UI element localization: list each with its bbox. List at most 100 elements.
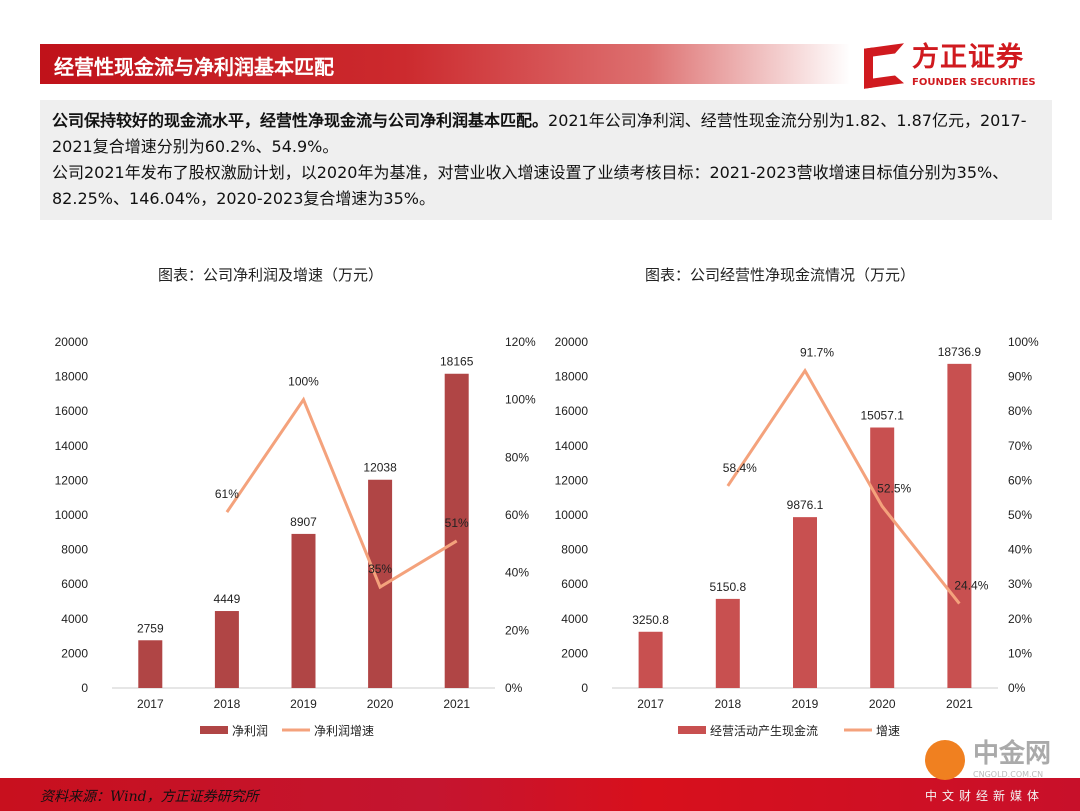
source-note: 资料来源：Wind，方正证券研究所 xyxy=(40,789,259,805)
logo-mark-icon xyxy=(864,43,904,89)
y-tick-label: 4000 xyxy=(561,612,588,626)
founder-logo: 方正证券 FOUNDER SECURITIES xyxy=(862,42,1042,90)
y2-tick-label: 100% xyxy=(505,393,536,407)
y-tick-label: 8000 xyxy=(561,543,588,557)
bar xyxy=(291,533,316,688)
bar xyxy=(214,611,239,688)
summary-box: 公司保持较好的现金流水平，经营性净现金流与公司净利润基本匹配。2021年公司净利… xyxy=(40,100,1052,220)
y2-tick-label: 40% xyxy=(1008,543,1032,557)
watermark-slogan: 中文财经新媒体 xyxy=(925,789,1045,803)
y-tick-label: 20000 xyxy=(555,335,589,349)
bar-label: 2759 xyxy=(137,621,164,635)
cashflow-chart: 0 2000 4000 6000 8000 10000 12000 14000 16000 180… xyxy=(555,335,1039,738)
legend-bar-swatch xyxy=(200,726,228,734)
y-tick-label: 20000 xyxy=(55,335,89,349)
y-tick-label: 2000 xyxy=(61,646,88,660)
section-title: 经营性现金流与净利润基本匹配 xyxy=(54,55,334,79)
line-label: 91.7% xyxy=(800,346,834,360)
legend-bar-label: 经营活动产生现金流 xyxy=(710,723,818,738)
bar xyxy=(638,631,663,688)
bar xyxy=(870,427,895,688)
line-label: 24.4% xyxy=(954,579,988,593)
x-tick-label: 2021 xyxy=(946,697,973,711)
bar-label: 9876.1 xyxy=(787,498,824,512)
summary-p1-rest: 2021年公司净利润、经营性现金流分别为1.82、1.87亿元，2017-202… xyxy=(52,111,1027,156)
logo-cn: 方正证券 xyxy=(912,42,1024,73)
x-tick-label: 2017 xyxy=(637,697,664,711)
watermark-logo-icon xyxy=(925,740,965,780)
bar-label: 5150.8 xyxy=(709,580,746,594)
x-tick-label: 2021 xyxy=(443,697,470,711)
y-tick-label: 18000 xyxy=(555,370,589,384)
watermark: 中金网 CNGOLD.COM.CN 中文财经新媒体 xyxy=(925,740,1075,810)
chart2-title: 图表：公司经营性净现金流情况（万元） xyxy=(645,266,916,284)
bar xyxy=(947,363,972,688)
bar-label: 3250.8 xyxy=(632,613,669,627)
y2-tick-label: 60% xyxy=(1008,473,1032,487)
x-tick-label: 2020 xyxy=(869,697,896,711)
y2-tick-label: 10% xyxy=(1008,646,1032,660)
y2-tick-label: 100% xyxy=(1008,335,1039,349)
footer: 资料来源：Wind，方正证券研究所 xyxy=(0,778,1080,811)
chart1-title: 图表：公司净利润及增速（万元） xyxy=(158,266,384,284)
x-tick-label: 2017 xyxy=(137,697,164,711)
y2-tick-label: 80% xyxy=(1008,404,1032,418)
watermark-url: CNGOLD.COM.CN xyxy=(973,770,1044,779)
y-tick-label: 10000 xyxy=(55,508,89,522)
x-tick-label: 2020 xyxy=(367,697,394,711)
legend-line-label: 净利润增速 xyxy=(314,724,374,738)
legend-line-label: 增速 xyxy=(876,724,900,738)
line-label: 61% xyxy=(215,487,239,501)
section-header: 经营性现金流与净利润基本匹配 xyxy=(40,44,850,84)
y-tick-label: 6000 xyxy=(61,577,88,591)
line-label: 52.5% xyxy=(877,481,911,495)
bar-label: 8907 xyxy=(290,515,317,529)
bar-label: 18736.9 xyxy=(938,345,982,359)
legend-bar-label: 净利润 xyxy=(232,724,268,738)
y2-tick-label: 20% xyxy=(505,623,529,637)
line-label: 35% xyxy=(368,562,392,576)
y2-tick-label: 0% xyxy=(505,681,523,695)
net-profit-chart: 0 2000 4000 6000 8000 10000 12000 14000 16000 180… xyxy=(55,335,536,738)
x-tick-label: 2018 xyxy=(214,697,241,711)
watermark-name: 中金网 xyxy=(973,739,1052,769)
logo-en: FOUNDER SECURITIES xyxy=(912,77,1036,88)
y2-tick-label: 60% xyxy=(505,508,529,522)
bar xyxy=(444,373,469,688)
y-tick-label: 10000 xyxy=(555,508,589,522)
y-tick-label: 14000 xyxy=(55,439,89,453)
bar xyxy=(793,517,817,688)
y-tick-label: 12000 xyxy=(555,473,589,487)
line-label: 100% xyxy=(288,375,319,389)
bar-label: 12038 xyxy=(363,461,397,475)
line-label: 51% xyxy=(445,516,469,530)
y-tick-label: 0 xyxy=(81,681,88,695)
x-tick-label: 2019 xyxy=(792,697,819,711)
y2-tick-label: 50% xyxy=(1008,508,1032,522)
y-tick-label: 12000 xyxy=(55,473,89,487)
x-tick-label: 2018 xyxy=(714,697,741,711)
y2-tick-label: 30% xyxy=(1008,577,1032,591)
summary-p1: 公司保持较好的现金流水平，经营性净现金流与公司净利润基本匹配。2021年公司净利… xyxy=(52,108,1040,160)
y2-tick-label: 0% xyxy=(1008,681,1026,695)
summary-p1-bold: 公司保持较好的现金流水平，经营性净现金流与公司净利润基本匹配。 xyxy=(52,111,549,130)
y-tick-label: 16000 xyxy=(555,404,589,418)
x-tick-label: 2019 xyxy=(290,697,317,711)
bar xyxy=(715,598,740,688)
y-tick-label: 14000 xyxy=(555,439,589,453)
bar-label: 18165 xyxy=(440,355,474,369)
line-label: 58.4% xyxy=(723,461,757,475)
summary-p2: 公司2021年发布了股权激励计划，以2020年为基准，对营业收入增速设置了业绩考… xyxy=(52,163,1009,208)
y-tick-label: 2000 xyxy=(561,646,588,660)
y2-tick-label: 40% xyxy=(505,566,529,580)
bar-label: 4449 xyxy=(214,592,241,606)
y-tick-label: 4000 xyxy=(61,612,88,626)
bar-label: 15057.1 xyxy=(861,409,905,423)
y2-tick-label: 70% xyxy=(1008,439,1032,453)
y-tick-label: 18000 xyxy=(55,370,89,384)
y2-tick-label: 20% xyxy=(1008,612,1032,626)
y-tick-label: 0 xyxy=(581,681,588,695)
y2-tick-label: 80% xyxy=(505,450,529,464)
y-tick-label: 8000 xyxy=(61,543,88,557)
y2-tick-label: 120% xyxy=(505,335,536,349)
